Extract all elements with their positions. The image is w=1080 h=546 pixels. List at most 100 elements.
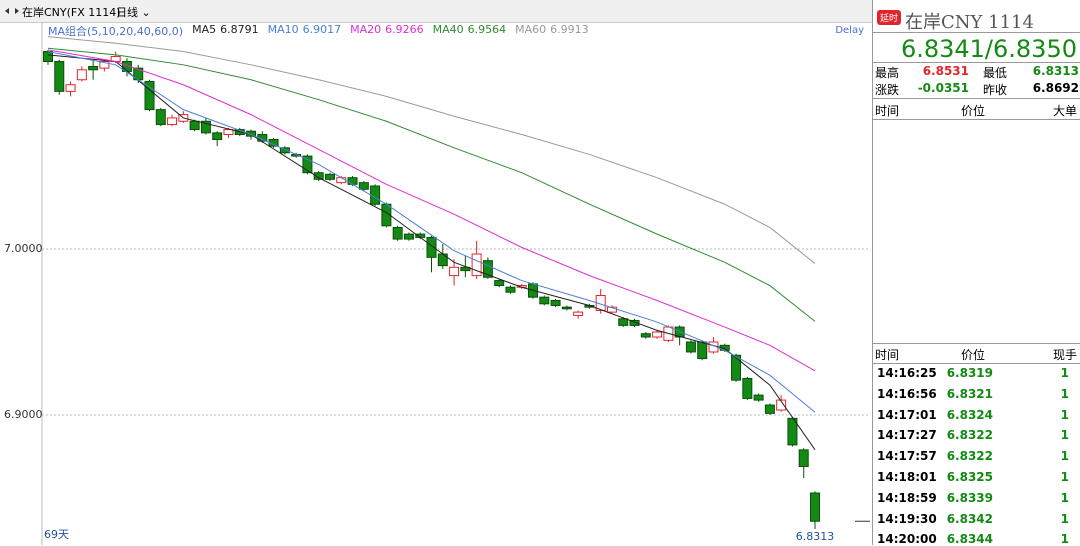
trade-price: 6.8322: [946, 449, 993, 464]
stat-label: 最低: [983, 66, 1008, 80]
candle-body: [731, 354, 742, 381]
trade-price: 6.8325: [946, 470, 993, 484]
legend-value: 6.9266: [385, 23, 424, 36]
candle-body: [482, 260, 493, 278]
candle-body: [358, 182, 369, 190]
trade-price: 6.8344: [946, 532, 993, 546]
candle-body: [392, 226, 403, 240]
candle-body: [426, 236, 437, 258]
chart: Delay 69天 7.0000 6.9000 6.8313: [4, 22, 870, 545]
column-header: 时间: [875, 348, 900, 362]
candle-body: [324, 173, 335, 180]
legend-name: MA60: [515, 23, 547, 36]
candle-body: [99, 60, 110, 69]
stat-label: 昨收: [983, 83, 1008, 97]
legend-name: MA20: [350, 23, 382, 36]
candle-body: [403, 233, 414, 240]
panel-title: 在岸CNY 1114: [905, 12, 1034, 33]
candle-body: [764, 404, 775, 414]
candle-body: [629, 319, 640, 326]
column-header: 价位: [961, 348, 986, 362]
candle-body: [742, 378, 753, 399]
trade-qty: 1: [1060, 386, 1069, 401]
candle-body: [505, 286, 516, 293]
candle-body: [200, 120, 211, 134]
ma-line: [47, 51, 816, 413]
candle-body: [674, 326, 685, 338]
stat-label: 涨跌: [875, 83, 900, 97]
trade-time: 14:20:00: [877, 532, 937, 546]
trade-qty: 1: [1060, 532, 1069, 546]
trade-qty: 1: [1060, 449, 1069, 464]
candle-body: [279, 147, 290, 154]
trade-price: 6.8342: [946, 511, 993, 526]
period: 日线: [116, 6, 138, 19]
symbol: 在岸CNY(FX 1114): [22, 6, 121, 19]
legend-entry[interactable]: MA60 6.9913: [515, 23, 589, 39]
legend-value: 6.9564: [467, 23, 507, 36]
legend: MA组合(5,10,20,40,60,0) MA5 6.8791 MA10 6.9017…: [48, 23, 589, 39]
trade-price: 6.8322: [946, 428, 993, 443]
trade-time: 14:16:56: [877, 386, 937, 401]
legend-name: MA10: [267, 23, 299, 36]
candle-body: [76, 69, 87, 81]
candle-body: [697, 341, 708, 360]
candle-body: [810, 492, 820, 522]
ma-line: [47, 47, 816, 322]
stat-value: 6.8531: [922, 64, 969, 78]
trade-time: 14:17:57: [877, 449, 937, 464]
ma-line: [47, 36, 816, 264]
toggle-icon[interactable]: [4, 7, 20, 15]
candle-body: [212, 132, 223, 141]
legend-entry[interactable]: MA10 6.9017: [268, 23, 342, 39]
candle-body: [155, 109, 166, 126]
candle-body: [471, 253, 482, 277]
trade-qty: 1: [1060, 428, 1069, 443]
candle-body: [798, 449, 809, 467]
candle-body: [640, 333, 651, 338]
candle-body: [189, 120, 200, 131]
days-label: 69天: [44, 528, 69, 541]
badge: 延时: [877, 10, 902, 25]
trade-time: 14:19:30: [877, 511, 937, 526]
low-label: 6.8313: [796, 530, 835, 543]
trade-price: 6.8321: [946, 386, 993, 401]
candle-body: [370, 185, 381, 205]
candle-body: [550, 299, 561, 306]
candle-body: [561, 306, 572, 310]
legend-name: MA40: [432, 23, 464, 36]
legend-name: MA5: [192, 23, 217, 36]
candle-body: [685, 341, 696, 353]
stat-value: 6.8313: [1032, 64, 1079, 78]
candle-body: [652, 331, 663, 338]
period-select[interactable]: 日线 ⌄: [116, 6, 151, 19]
candle-body: [787, 417, 798, 446]
candle-body: [347, 177, 358, 185]
trade-qty: 1: [1060, 407, 1069, 422]
stat-label: 最高: [875, 66, 900, 80]
legend-title[interactable]: MA组合(5,10,20,40,60,0): [48, 25, 184, 38]
legend-entry[interactable]: MA40 6.9564: [433, 23, 507, 39]
stat-value: 6.8692: [1032, 81, 1079, 95]
trade-qty: 1: [1060, 490, 1069, 505]
trade-price: 6.8319: [946, 366, 993, 380]
candle-body: [88, 65, 99, 71]
legend-entry[interactable]: MA5 6.8791: [192, 23, 259, 39]
trade-time: 14:16:25: [877, 366, 937, 380]
column-header: 大单: [1052, 104, 1077, 118]
candle-body: [336, 177, 347, 184]
legend-entry[interactable]: MA20 6.9266: [350, 23, 424, 39]
column-header: 时间: [875, 104, 900, 118]
candle-body: [43, 51, 53, 62]
quote-panel: 延时 在岸CNY 1114 6.8341/6.8350 最高 6.8531 最低 6.…: [872, 0, 1080, 546]
trade-time: 14:17:01: [877, 407, 937, 422]
candle-body: [449, 266, 460, 277]
candle-body: [776, 399, 787, 411]
column-header: 价位: [961, 104, 986, 118]
trade-qty: 1: [1060, 511, 1069, 526]
candle-body: [539, 296, 550, 305]
candle-body: [753, 394, 764, 401]
toolbar: 在岸CNY(FX 1114) 日线 ⌄: [0, 0, 872, 23]
candle-body: [65, 84, 76, 92]
